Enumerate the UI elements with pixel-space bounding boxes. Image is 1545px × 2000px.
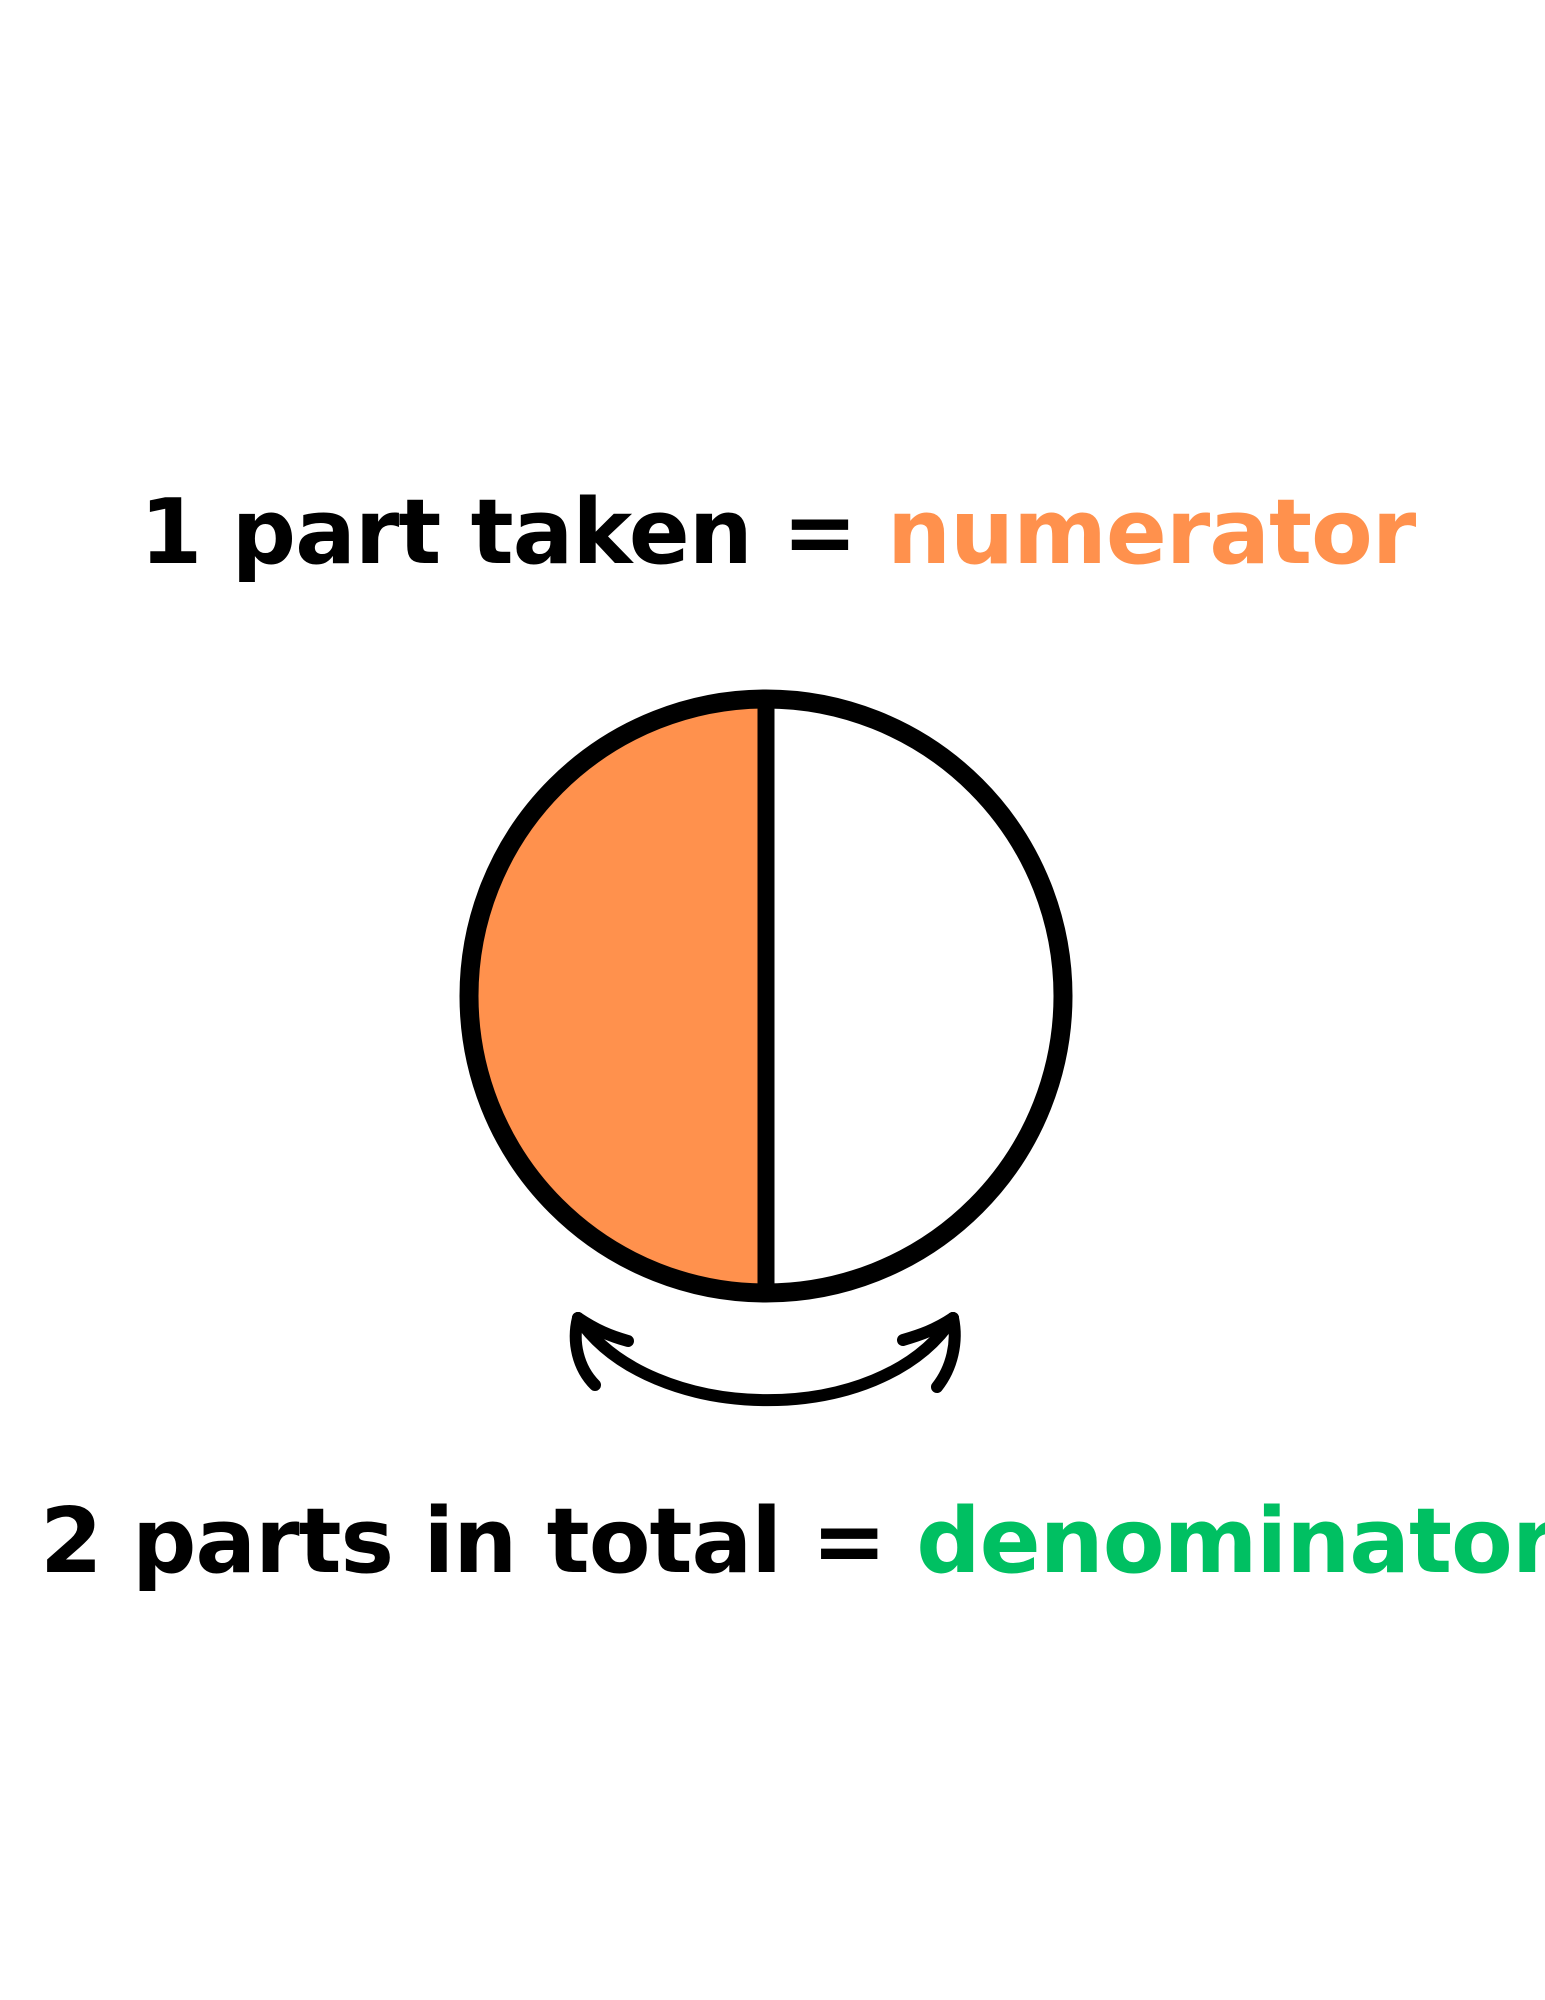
numerator-term: numerator [886,480,1416,585]
numerator-caption: 1 part taken = numerator [0,488,1545,578]
denominator-term: denominator [916,1489,1545,1594]
denominator-caption-prefix: 2 parts in total = [40,1489,917,1594]
taken-part-half [469,699,766,1293]
denominator-caption: 2 parts in total = denominator [0,1497,1545,1587]
curved-double-arrow-icon [569,1312,961,1407]
numerator-caption-prefix: 1 part taken = [139,480,887,585]
